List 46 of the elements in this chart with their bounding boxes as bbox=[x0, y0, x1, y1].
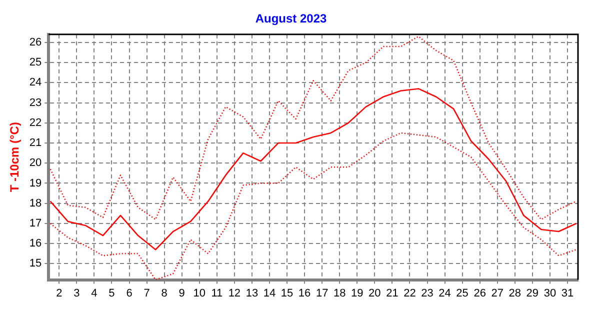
y-tick-label: 16 bbox=[29, 238, 42, 250]
x-tick-label: 29 bbox=[526, 287, 539, 300]
x-tick-label: 13 bbox=[246, 287, 258, 300]
x-tick-label: 28 bbox=[508, 287, 522, 300]
x-tick-label: 7 bbox=[144, 287, 150, 300]
x-tick-label: 14 bbox=[263, 287, 276, 300]
line-series bbox=[50, 36, 577, 220]
chart-title: August 2023 bbox=[255, 12, 327, 26]
y-tick-label: 17 bbox=[29, 218, 42, 230]
x-tick-label: 25 bbox=[456, 287, 468, 300]
x-tick-label: 16 bbox=[298, 287, 311, 300]
x-tick-label: 3 bbox=[74, 287, 80, 300]
y-tick-label: 26 bbox=[29, 36, 42, 48]
x-tick-label: 2 bbox=[56, 287, 62, 300]
x-tick-label: 17 bbox=[316, 287, 328, 300]
y-tick-label: 25 bbox=[29, 56, 42, 69]
x-tick-label: 18 bbox=[333, 287, 346, 300]
x-tick-label: 5 bbox=[108, 287, 115, 300]
x-tick-label: 22 bbox=[404, 287, 416, 300]
y-tick-label: 21 bbox=[29, 137, 42, 150]
x-tick-label: 27 bbox=[491, 287, 504, 300]
x-tick-label: 24 bbox=[438, 287, 451, 300]
y-tick-label: 23 bbox=[29, 96, 42, 109]
y-tick-label: 15 bbox=[29, 258, 42, 270]
x-tick-label: 10 bbox=[193, 287, 206, 300]
x-tick-label: 21 bbox=[386, 287, 398, 300]
y-tick-label: 20 bbox=[29, 157, 42, 170]
x-tick-label: 4 bbox=[91, 287, 98, 300]
x-tick-label: 11 bbox=[211, 287, 223, 300]
x-tick-label: 23 bbox=[421, 287, 434, 300]
x-tick-label: 8 bbox=[161, 287, 168, 300]
x-tick-label: 31 bbox=[561, 287, 574, 300]
x-tick-label: 9 bbox=[178, 287, 185, 300]
x-tick-label: 30 bbox=[544, 287, 556, 300]
line-series bbox=[50, 132, 577, 280]
x-tick-label: 20 bbox=[368, 287, 381, 300]
x-tick-label: 26 bbox=[474, 287, 486, 300]
y-tick-label: 19 bbox=[29, 177, 42, 190]
y-axis-title: T -10cm (°C) bbox=[8, 122, 22, 192]
y-tick-label: 18 bbox=[29, 197, 42, 210]
y-tick-label: 22 bbox=[29, 116, 42, 129]
x-tick-label: 15 bbox=[280, 287, 294, 300]
x-tick-label: 19 bbox=[351, 287, 364, 300]
x-tick-label: 6 bbox=[126, 287, 132, 300]
x-tick-label: 12 bbox=[228, 287, 241, 300]
y-tick-label: 24 bbox=[29, 76, 42, 89]
